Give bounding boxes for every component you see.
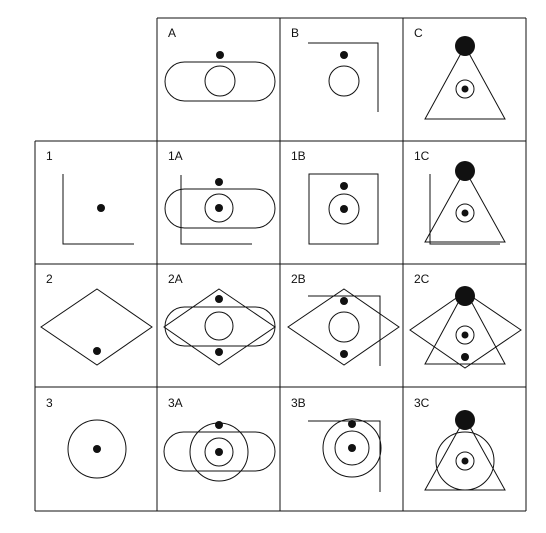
triangle-shape <box>424 168 506 243</box>
large-point-marker <box>455 410 475 430</box>
corner-shape <box>308 420 381 492</box>
cell-label-1a: 1A <box>168 149 183 163</box>
point-marker <box>340 350 348 358</box>
cell-1: 1 <box>46 149 134 245</box>
point-marker <box>348 420 356 428</box>
cell-3b: 3B <box>291 396 382 492</box>
cell-1c: 1C <box>414 149 506 245</box>
point-marker <box>461 353 469 361</box>
point-marker <box>461 457 469 465</box>
point-marker <box>93 347 101 355</box>
rhombus-shape <box>163 288 276 366</box>
cell-a: A <box>164 26 276 102</box>
grid-lines <box>34 17 527 512</box>
point-marker <box>340 297 348 305</box>
cell-label-2c: 2C <box>414 272 430 286</box>
cell-label-3c: 3C <box>414 396 430 410</box>
circle-shape <box>204 311 234 341</box>
circle-shape <box>204 65 236 97</box>
large-point-marker <box>455 161 475 181</box>
triangle-shape <box>424 44 506 120</box>
cell-label-2: 2 <box>46 272 53 286</box>
circle-shape <box>328 65 360 97</box>
ring-shape <box>455 203 475 223</box>
cell-label-3a: 3A <box>168 396 183 410</box>
circle-shape <box>334 430 370 466</box>
point-marker <box>216 51 224 59</box>
ring-shape <box>455 79 475 99</box>
point-marker <box>215 295 223 303</box>
ring-shape <box>455 325 475 345</box>
ring-shape <box>455 451 475 471</box>
cell-b: B <box>291 26 379 112</box>
cell-label-2a: 2A <box>168 272 183 286</box>
cell-label-1c: 1C <box>414 149 430 163</box>
cell-label-3b: 3B <box>291 396 306 410</box>
cell-3a: 3A <box>163 396 276 482</box>
point-marker <box>93 445 101 453</box>
point-marker <box>215 348 223 356</box>
cell-label-a: A <box>168 26 176 40</box>
corner-shape <box>180 175 252 245</box>
cell-2a: 2A <box>163 272 276 366</box>
rhombus-shape <box>409 291 522 369</box>
pill-shape <box>163 431 276 472</box>
cell-3: 3 <box>46 396 127 479</box>
cell-2c: 2C <box>409 272 522 369</box>
triangle-shape <box>424 288 506 365</box>
square-shape <box>308 173 379 245</box>
point-marker <box>340 182 348 190</box>
point-marker <box>215 421 223 429</box>
large-circle-shape <box>322 418 382 478</box>
cell-2: 2 <box>40 272 153 366</box>
large-circle-shape <box>67 419 127 479</box>
circle-shape <box>328 193 360 225</box>
large-point-marker <box>455 286 475 306</box>
point-marker <box>348 444 356 452</box>
point-marker <box>215 178 223 186</box>
circle-shape <box>328 311 360 343</box>
rhombus-shape <box>287 288 400 366</box>
rhombus-shape <box>40 288 153 366</box>
pill-shape <box>164 61 276 102</box>
corner-shape <box>308 295 381 366</box>
cell-2b: 2B <box>287 272 400 366</box>
point-marker <box>215 204 223 212</box>
circle-shape <box>204 437 234 467</box>
corner-shape <box>308 42 379 112</box>
cell-label-2b: 2B <box>291 272 306 286</box>
cell-label-1b: 1B <box>291 149 306 163</box>
large-point-marker <box>455 36 475 56</box>
point-marker <box>97 204 105 212</box>
point-marker <box>461 209 469 217</box>
point-marker <box>215 448 223 456</box>
cell-1a: 1A <box>164 149 276 245</box>
point-marker <box>461 331 469 339</box>
point-marker <box>340 205 348 213</box>
point-marker <box>340 51 348 59</box>
cell-label-b: B <box>291 26 299 40</box>
cell-c: C <box>414 26 506 120</box>
pill-shape <box>164 188 276 229</box>
cell-label-1: 1 <box>46 149 53 163</box>
cell-label-3: 3 <box>46 396 53 410</box>
large-circle-shape <box>435 431 495 491</box>
circle-shape <box>204 193 234 223</box>
cell-3c: 3C <box>414 396 506 491</box>
cell-1b: 1B <box>291 149 379 245</box>
point-marker <box>461 85 469 93</box>
corner-shape <box>429 174 500 245</box>
corner-shape <box>62 174 134 245</box>
cell-label-c: C <box>414 26 423 40</box>
